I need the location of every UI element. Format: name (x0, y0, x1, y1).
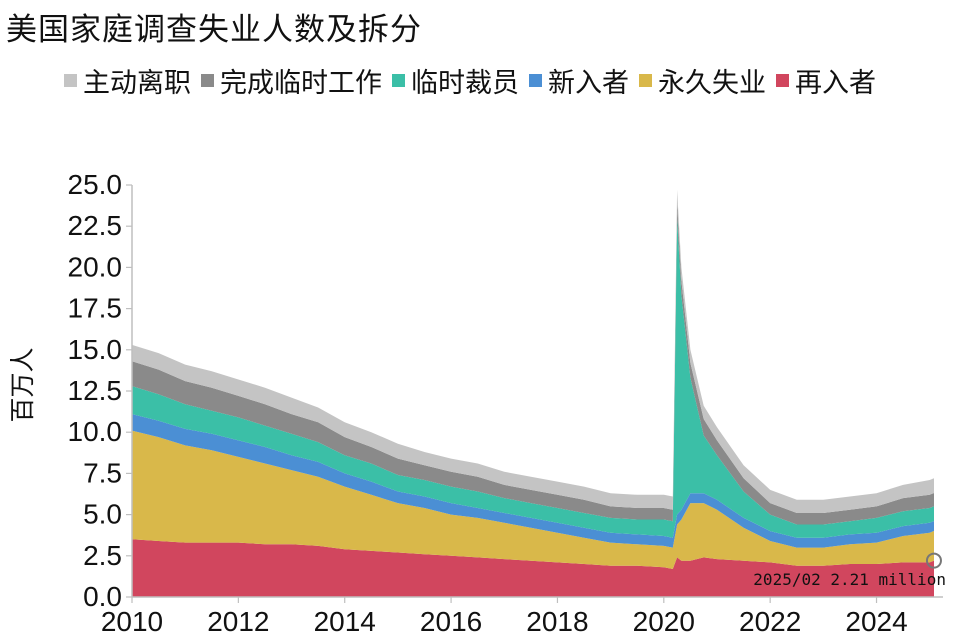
legend-swatch (201, 73, 214, 87)
legend-item: 完成临时工作 (201, 58, 382, 102)
legend-label: 主动离职 (83, 67, 191, 99)
y-tick-label: 20.0 (68, 251, 123, 282)
legend-label: 新入者 (548, 67, 629, 99)
x-tick-label: 2016 (420, 606, 482, 637)
legend-item: 再入者 (776, 58, 876, 102)
y-tick-label: 5.0 (83, 499, 122, 530)
legend-label: 永久失业 (658, 67, 766, 99)
y-tick-label: 22.5 (68, 210, 123, 241)
annotation-label: 2025/02 2.21 million (753, 570, 946, 589)
area-series (132, 539, 934, 597)
legend-item: 新入者 (529, 58, 629, 102)
legend-swatch (776, 73, 789, 87)
legend-label: 完成临时工作 (220, 67, 382, 99)
annotation-marker (925, 552, 942, 569)
legend-item: 主动离职 (64, 58, 191, 102)
legend-swatch (639, 73, 652, 87)
legend-item: 临时裁员 (392, 58, 519, 102)
y-tick-label: 25.0 (68, 169, 123, 200)
x-tick-label: 2024 (845, 606, 907, 637)
x-tick-label: 2020 (633, 606, 695, 637)
x-tick-label: 2022 (739, 606, 801, 637)
legend-swatch (529, 73, 542, 87)
legend-item: 永久失业 (639, 58, 766, 102)
y-tick-label: 0.0 (83, 581, 122, 612)
x-tick-label: 2018 (526, 606, 588, 637)
y-tick-label: 12.5 (68, 375, 123, 406)
legend-swatch (64, 73, 77, 87)
legend: 主动离职 完成临时工作 临时裁员 新入者 永久失业 再入者 (64, 58, 944, 102)
area-series (132, 203, 934, 525)
x-tick-label: 2010 (101, 606, 163, 637)
y-axis-label: 百万人 (8, 347, 37, 422)
y-tick-label: 17.5 (68, 293, 123, 324)
area-series (132, 218, 934, 538)
legend-swatch (392, 73, 405, 87)
x-tick-label: 2012 (207, 606, 269, 637)
y-tick-label: 7.5 (83, 457, 122, 488)
legend-label: 再入者 (795, 67, 876, 99)
area-series (132, 430, 934, 569)
y-tick-label: 10.0 (68, 416, 123, 447)
legend-label: 临时裁员 (411, 67, 519, 99)
y-tick-label: 15.0 (68, 334, 123, 365)
area-series (132, 414, 934, 548)
y-tick-label: 2.5 (83, 540, 122, 571)
chart-title: 美国家庭调查失业人数及拆分 (6, 12, 422, 48)
x-tick-label: 2014 (314, 606, 376, 637)
